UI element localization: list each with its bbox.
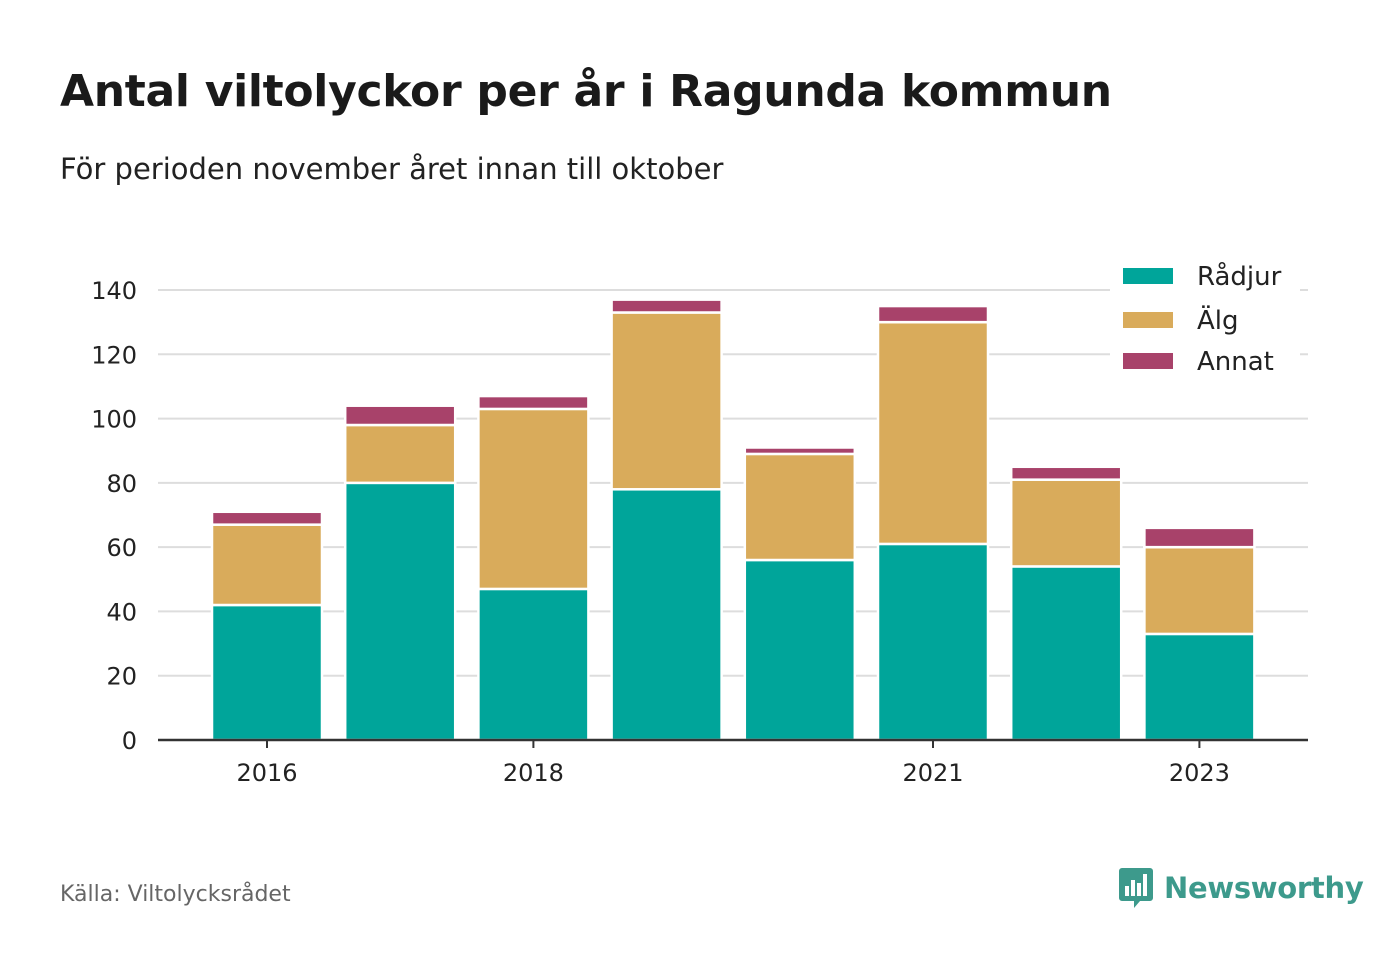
y-tick-label: 140 — [91, 277, 137, 305]
bar-segment-2019-älg — [610, 311, 723, 491]
bar-segment-2016-älg — [210, 523, 324, 607]
x-tick-label: 2016 — [236, 759, 297, 787]
bar-segment-2017-annat — [343, 404, 457, 427]
x-tick-label: 2023 — [1169, 759, 1230, 787]
y-tick-label: 60 — [106, 534, 137, 562]
bar-segment-2021-älg — [876, 320, 990, 546]
y-tick-label: 80 — [106, 470, 137, 498]
bar-segment-2017-älg — [343, 423, 457, 485]
x-axis-tick-labels: 2016 2018 2021 2023 — [236, 740, 1230, 787]
brand-logo: Newsworthy — [1118, 866, 1364, 910]
legend-swatch — [1123, 353, 1173, 369]
x-tick-label: 2018 — [503, 759, 564, 787]
legend-swatch — [1123, 312, 1173, 328]
bar-segment-2017-rådjur — [343, 481, 457, 742]
bar-segment-2018-rådjur — [477, 587, 590, 742]
bar-segment-2023-rådjur — [1143, 632, 1256, 742]
y-tick-label: 40 — [106, 598, 137, 626]
brand-name: Newsworthy — [1164, 871, 1364, 905]
bar-chart-speech-bubble-icon — [1119, 868, 1153, 908]
bar-segment-2020-rådjur — [743, 558, 857, 742]
bar-segment-2021-annat — [876, 304, 990, 324]
chart-title: Antal viltolyckor per år i Ragunda kommu… — [60, 66, 1112, 117]
y-tick-label: 100 — [91, 406, 137, 434]
bar-segment-2022-annat — [1009, 465, 1123, 481]
bar-segment-2020-älg — [743, 452, 857, 562]
bar-segment-2022-rådjur — [1009, 565, 1123, 742]
bar-segment-2023-älg — [1143, 545, 1256, 636]
bar-segment-2023-annat — [1143, 526, 1256, 549]
stacked-bar-chart: 0 20 40 60 80 100 120 140 2016 2018 2021 2023 Rådj… — [91, 252, 1308, 787]
legend-label: Älg — [1197, 304, 1239, 336]
bar-segment-2018-älg — [477, 407, 590, 591]
bar-segment-2021-rådjur — [876, 542, 990, 742]
y-tick-label: 20 — [106, 663, 137, 691]
y-tick-label: 120 — [91, 341, 137, 369]
y-tick-label: 0 — [122, 727, 137, 755]
bar-segment-2019-annat — [610, 298, 723, 314]
bar-segment-2022-älg — [1009, 478, 1123, 568]
bar-segment-2018-annat — [477, 394, 590, 411]
source-note: Källa: Viltolycksrådet — [60, 882, 291, 907]
bar-segment-2020-annat — [743, 446, 857, 456]
bar-segment-2016-rådjur — [210, 603, 324, 742]
legend: Rådjur Älg Annat — [1110, 252, 1300, 380]
chart-subtitle: För perioden november året innan till ok… — [60, 152, 724, 186]
legend-label: Annat — [1197, 347, 1274, 377]
y-axis-tick-labels: 0 20 40 60 80 100 120 140 — [91, 277, 137, 755]
legend-swatch — [1123, 268, 1173, 284]
bars — [210, 298, 1256, 742]
legend-label: Rådjur — [1197, 261, 1282, 292]
bar-segment-2019-rådjur — [610, 488, 723, 742]
x-tick-label: 2021 — [902, 759, 963, 787]
bar-segment-2016-annat — [210, 510, 324, 526]
